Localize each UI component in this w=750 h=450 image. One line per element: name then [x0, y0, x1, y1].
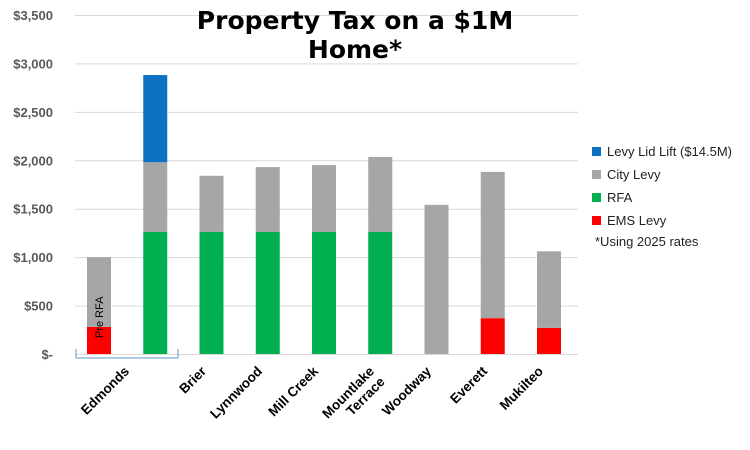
bar-city-levy-mountlake-terrace: [368, 156, 393, 232]
bar-rfa-mill-creek: [312, 231, 336, 354]
legend-item: Levy Lid Lift ($14.5M): [592, 140, 732, 163]
legend-swatch: [592, 216, 601, 225]
bar-ems-levy-edmonds: [87, 326, 111, 354]
bar-city-levy-edmonds: [87, 257, 111, 327]
bar-rfa-lynnwood: [255, 231, 280, 354]
legend-item: RFA: [592, 186, 732, 209]
bar-city-levy-edmonds: [143, 162, 168, 232]
legend-swatch: [592, 193, 601, 202]
legend-swatch: [592, 147, 601, 156]
x-tick-label: Mukilteo: [497, 364, 546, 413]
x-tick-label: Edmonds: [78, 364, 132, 418]
y-tick-label: $2,000: [13, 153, 53, 168]
legend-item: EMS Levy: [592, 209, 732, 232]
legend-label: Levy Lid Lift ($14.5M): [607, 144, 733, 159]
bar-rfa-brier: [199, 231, 224, 354]
bar-city-levy-everett: [480, 171, 505, 319]
y-tick-label: $-: [41, 347, 53, 362]
y-tick-label: $3,500: [13, 8, 53, 23]
bar-rfa-mountlake-terrace: [368, 231, 393, 354]
legend-label: City Levy: [607, 167, 661, 182]
bar-city-levy-mill-creek: [312, 165, 336, 232]
bars: [87, 75, 561, 354]
y-axis-ticks: $- $500 $1,000 $1,500 $2,000 $2,500 $3,000 $3,5…: [13, 8, 53, 362]
legend-item: City Levy: [592, 163, 732, 186]
y-tick-label: $1,500: [13, 202, 53, 217]
bar-city-levy-woodway: [424, 204, 449, 354]
bar-ems-levy-mukilteo: [537, 327, 561, 354]
chart-title: Property Tax on a $1M Home*: [196, 6, 514, 64]
footnote: *Using 2025 rates: [595, 234, 699, 249]
x-tick-label: Woodway: [379, 363, 434, 418]
y-tick-label: $1,000: [13, 250, 53, 265]
bar-city-levy-lynnwood: [255, 167, 280, 232]
x-tick-label: Everett: [447, 363, 490, 406]
legend-swatch: [592, 170, 601, 179]
edmonds-group-bracket: [75, 349, 179, 359]
y-tick-label: $2,500: [13, 105, 53, 120]
bar-city-levy-mukilteo: [537, 251, 561, 328]
y-tick-label: $3,000: [13, 56, 53, 71]
bar-rfa-edmonds: [143, 231, 168, 354]
bar-city-levy-brier: [199, 175, 224, 232]
pre-rfa-annotation: Pre RFA: [94, 296, 106, 338]
y-tick-label: $500: [24, 299, 53, 314]
x-tick-label: Brier: [176, 363, 209, 396]
x-tick-label: MountlakeTerrace: [319, 363, 388, 432]
legend-label: EMS Levy: [607, 213, 667, 228]
bar-levy-lid-lift-14-5m-edmonds: [143, 75, 168, 163]
legend: Levy Lid Lift ($14.5M) City Levy RFA EMS Le…: [592, 140, 732, 232]
legend-label: RFA: [607, 190, 633, 205]
x-tick-label: Lynnwood: [207, 364, 265, 422]
bar-ems-levy-everett: [480, 318, 505, 354]
x-tick-label: Mill Creek: [265, 363, 321, 419]
